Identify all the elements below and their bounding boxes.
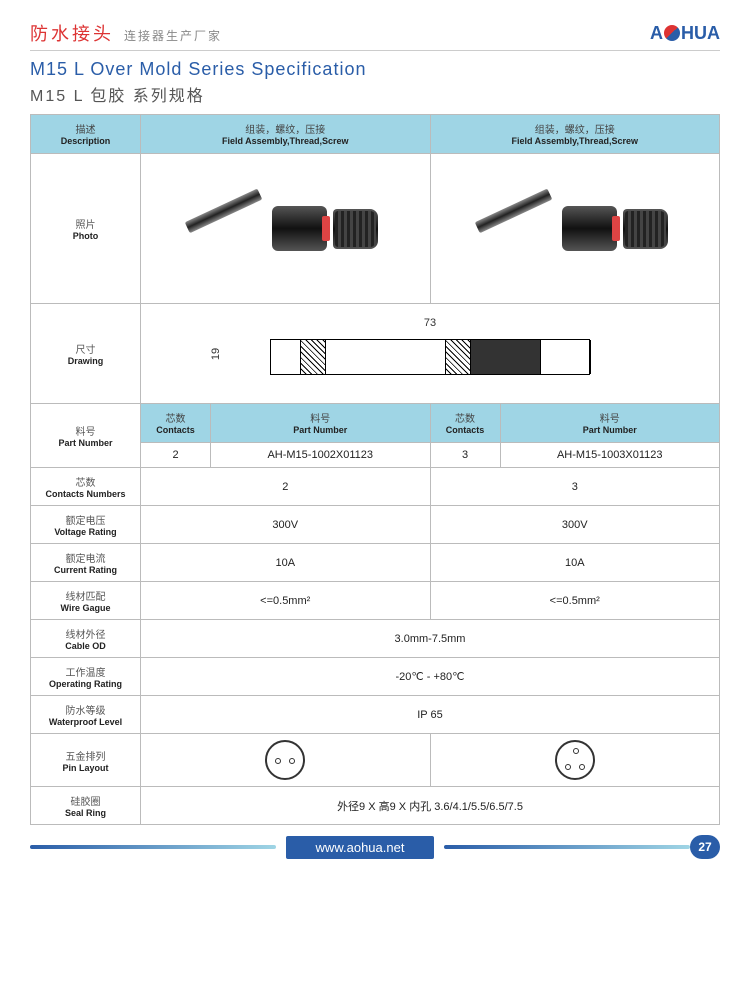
val-current-1: 10A	[141, 544, 431, 582]
page-header: 防水接头 连接器生产厂家 A HUA	[30, 20, 720, 51]
footer-line-right	[444, 845, 690, 849]
spec-table: 描述 Description 组装，螺纹，压接 Field Assembly,T…	[30, 114, 720, 825]
val-seal: 外径9 X 高9 X 内孔 3.6/4.1/5.5/6.5/7.5	[141, 787, 720, 825]
title-en: M15 L Over Mold Series Specification	[30, 59, 720, 80]
val-contacts-1: 2	[141, 443, 211, 468]
val-partno-1: AH-M15-1002X01123	[211, 443, 431, 468]
connector-image-icon	[482, 206, 668, 251]
page-footer: www.aohua.net 27	[30, 835, 720, 859]
dim-height: 19	[210, 347, 222, 359]
logo: A HUA	[650, 23, 720, 44]
pin-layout-1	[141, 734, 431, 787]
subcol-contacts-2: 芯数 Contacts	[430, 404, 500, 443]
val-contactsnum-1: 2	[141, 468, 431, 506]
val-water: IP 65	[141, 696, 720, 734]
row-seal-label: 硅胶圈 Seal Ring	[31, 787, 141, 825]
col-assembly-2: 组装，螺纹，压接 Field Assembly,Thread,Screw	[430, 115, 720, 154]
brand-sub: 连接器生产厂家	[124, 27, 222, 44]
technical-drawing-icon: 73 19	[230, 319, 630, 389]
val-contactsnum-2: 3	[430, 468, 720, 506]
val-wire-2: <=0.5mm²	[430, 582, 720, 620]
title-cn: M15 L 包胶 系列规格	[30, 82, 720, 106]
photo-1	[141, 154, 431, 304]
val-partno-2: AH-M15-1003X01123	[500, 443, 720, 468]
footer-line-left	[30, 845, 276, 849]
val-oper: -20℃ - +80℃	[141, 658, 720, 696]
row-current-label: 额定电流 Current Rating	[31, 544, 141, 582]
row-drawing-label: 尺寸 Drawing	[31, 304, 141, 404]
val-wire-1: <=0.5mm²	[141, 582, 431, 620]
page-number: 27	[690, 835, 720, 859]
logo-letter-hua: HUA	[681, 23, 720, 44]
row-oper-label: 工作温度 Operating Rating	[31, 658, 141, 696]
col-assembly-1: 组装，螺纹，压接 Field Assembly,Thread,Screw	[141, 115, 431, 154]
connector-image-icon	[192, 206, 378, 251]
drawing-cell: 73 19	[141, 304, 720, 404]
subcol-partnumber-2: 料号 Part Number	[500, 404, 720, 443]
row-water-label: 防水等级 Waterproof Level	[31, 696, 141, 734]
pin-2-icon	[265, 740, 305, 780]
row-pin-label: 五金排列 Pin Layout	[31, 734, 141, 787]
row-contactsnum-label: 芯数 Contacts Numbers	[31, 468, 141, 506]
dim-width: 73	[424, 317, 436, 329]
val-voltage-2: 300V	[430, 506, 720, 544]
val-current-2: 10A	[430, 544, 720, 582]
val-voltage-1: 300V	[141, 506, 431, 544]
header-left: 防水接头 连接器生产厂家	[30, 20, 222, 46]
subcol-contacts-1: 芯数 Contacts	[141, 404, 211, 443]
row-partno-label: 料号 Part Number	[31, 404, 141, 468]
photo-2	[430, 154, 720, 304]
brand-cn: 防水接头	[30, 20, 114, 46]
footer-url: www.aohua.net	[286, 836, 435, 859]
col-description: 描述 Description	[31, 115, 141, 154]
row-wire-label: 线材匹配 Wire Gague	[31, 582, 141, 620]
row-cableod-label: 线材外径 Cable OD	[31, 620, 141, 658]
row-photo-label: 照片 Photo	[31, 154, 141, 304]
row-voltage-label: 额定电压 Voltage Rating	[31, 506, 141, 544]
logo-letter-a: A	[650, 23, 663, 44]
val-contacts-2: 3	[430, 443, 500, 468]
val-cableod: 3.0mm-7.5mm	[141, 620, 720, 658]
subcol-partnumber-1: 料号 Part Number	[211, 404, 431, 443]
pin-3-icon	[555, 740, 595, 780]
pin-layout-2	[430, 734, 720, 787]
logo-icon	[664, 25, 680, 41]
